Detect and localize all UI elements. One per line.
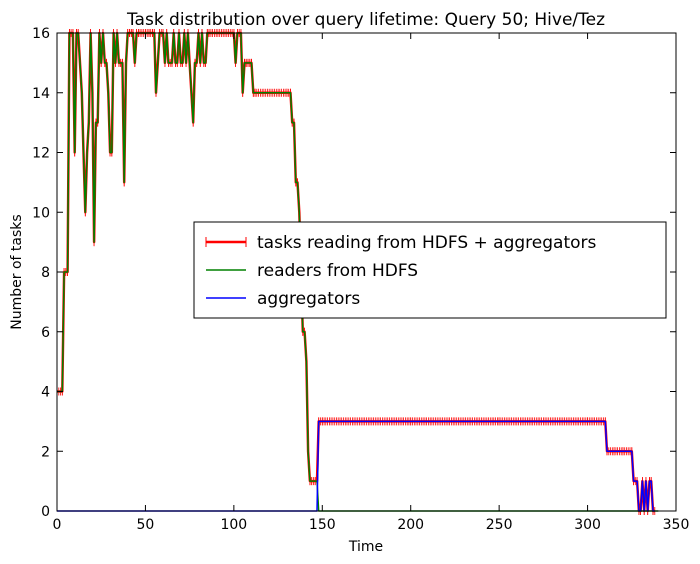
y-tick-label: 0 bbox=[41, 504, 50, 520]
y-tick-label: 6 bbox=[41, 325, 50, 341]
legend-label-aggregators: aggregators bbox=[257, 289, 360, 309]
y-axis-label: Number of tasks bbox=[9, 214, 25, 329]
legend-label-total: tasks reading from HDFS + aggregators bbox=[257, 233, 597, 253]
y-tick-label: 10 bbox=[32, 205, 50, 221]
chart-title: Task distribution over query lifetime: Q… bbox=[126, 10, 605, 30]
x-tick-label: 250 bbox=[486, 517, 513, 533]
x-axis-label: Time bbox=[348, 539, 383, 555]
x-tick-label: 50 bbox=[137, 517, 155, 533]
y-tick-label: 12 bbox=[32, 146, 50, 162]
x-tick-label: 200 bbox=[397, 517, 424, 533]
legend-entry-aggregators: aggregators bbox=[206, 289, 360, 309]
legend-box bbox=[193, 221, 667, 319]
x-tick-label: 0 bbox=[53, 517, 62, 533]
x-tick-label: 350 bbox=[663, 517, 690, 533]
y-tick-label: 4 bbox=[41, 385, 50, 401]
y-tick-label: 14 bbox=[32, 86, 50, 102]
legend-label-readers: readers from HDFS bbox=[257, 261, 418, 281]
y-tick-label: 8 bbox=[41, 265, 50, 281]
y-tick-label: 2 bbox=[41, 444, 50, 460]
series-line-readers bbox=[57, 32, 659, 512]
axis-tick-labels: 0 50 100 150 200 250 300 350 0 2 4 6 8 10 12 14 16 bbox=[32, 26, 689, 533]
series-line-aggregators bbox=[57, 420, 655, 512]
plot-lines bbox=[56, 29, 659, 515]
axis-ticks bbox=[56, 32, 677, 512]
y-tick-label: 16 bbox=[32, 26, 50, 42]
x-tick-label: 150 bbox=[309, 517, 336, 533]
x-tick-label: 100 bbox=[220, 517, 247, 533]
x-tick-label: 300 bbox=[574, 517, 601, 533]
legend-entry-readers: readers from HDFS bbox=[206, 261, 418, 281]
legend-entry-total: tasks reading from HDFS + aggregators bbox=[205, 233, 597, 253]
legend: tasks reading from HDFS + aggregators re… bbox=[193, 221, 667, 319]
